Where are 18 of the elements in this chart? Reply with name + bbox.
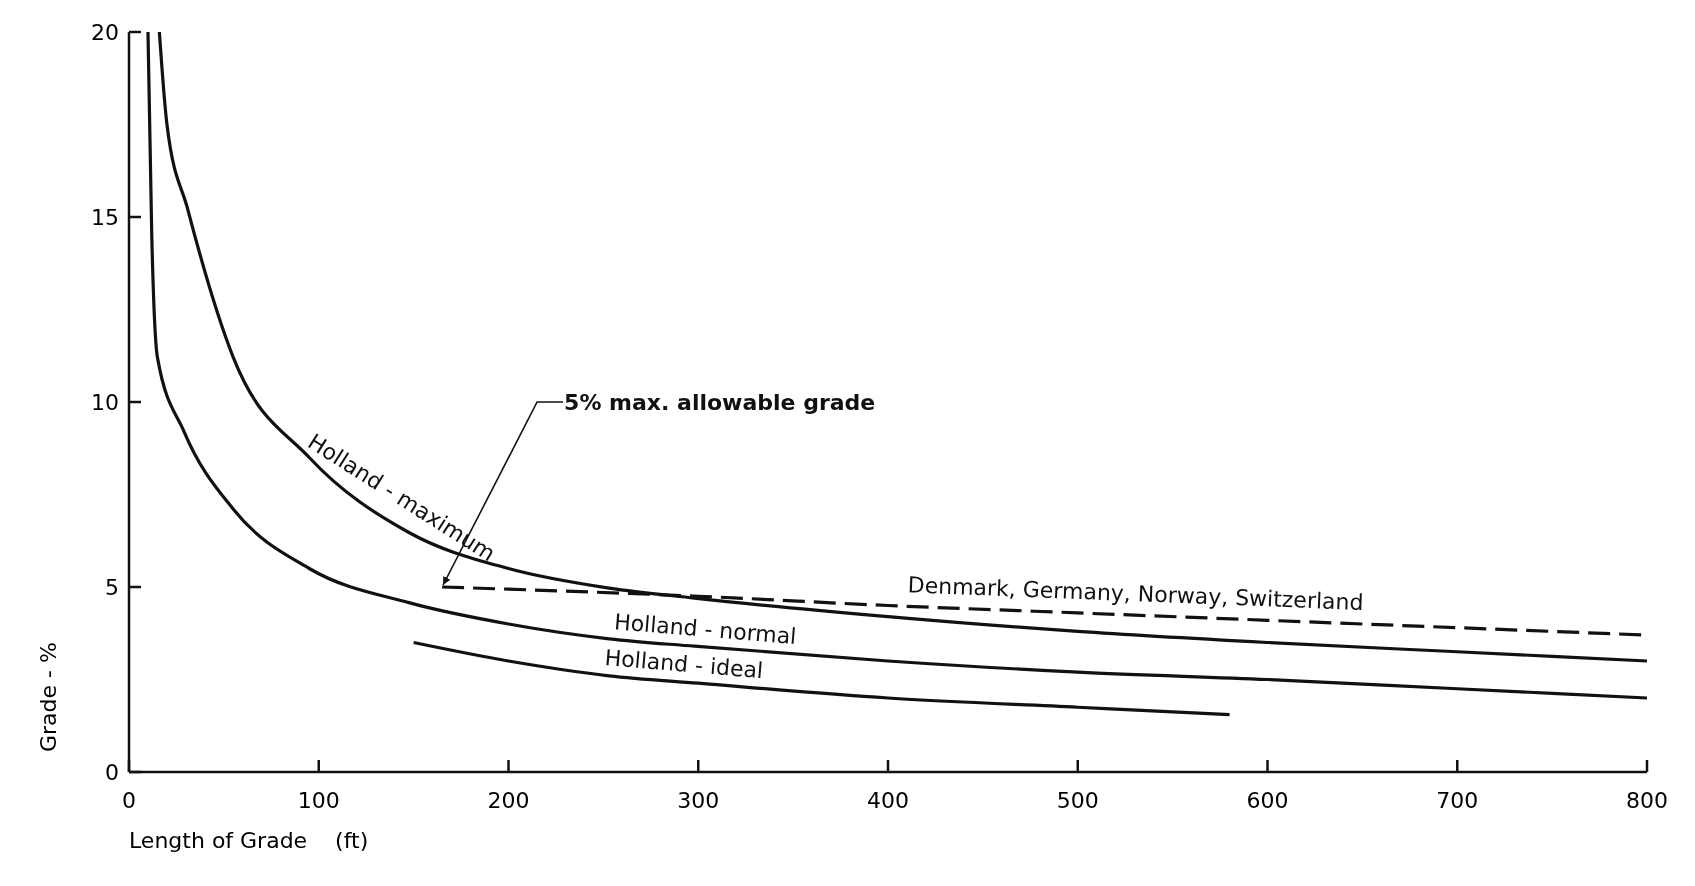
y-tick-label: 0: [105, 759, 119, 785]
x-tick-label: 0: [122, 788, 136, 813]
x-tick-label: 600: [1246, 788, 1289, 813]
x-tick-label: 100: [297, 788, 340, 813]
y-axis-title: Grade - %: [36, 642, 61, 752]
x-tick-label: 700: [1436, 788, 1479, 813]
x-tick-label: 500: [1056, 788, 1099, 813]
x-tick-label: 200: [487, 788, 530, 813]
annotation: 5% max. allowable grade: [564, 390, 876, 415]
y-tick-label: 5: [105, 574, 119, 600]
x-tick-label: 300: [677, 788, 720, 813]
x-tick-label: 400: [867, 788, 909, 813]
y-tick-label: 20: [91, 19, 119, 45]
y-tick-label: 15: [91, 204, 119, 230]
series-label: Denmark, Germany, Norway, Switzerland: [907, 572, 1364, 616]
y-tick-label: 10: [91, 389, 119, 415]
x-tick-label: 800: [1626, 788, 1668, 813]
x-axis-title: Length of Grade (ft): [129, 828, 369, 853]
